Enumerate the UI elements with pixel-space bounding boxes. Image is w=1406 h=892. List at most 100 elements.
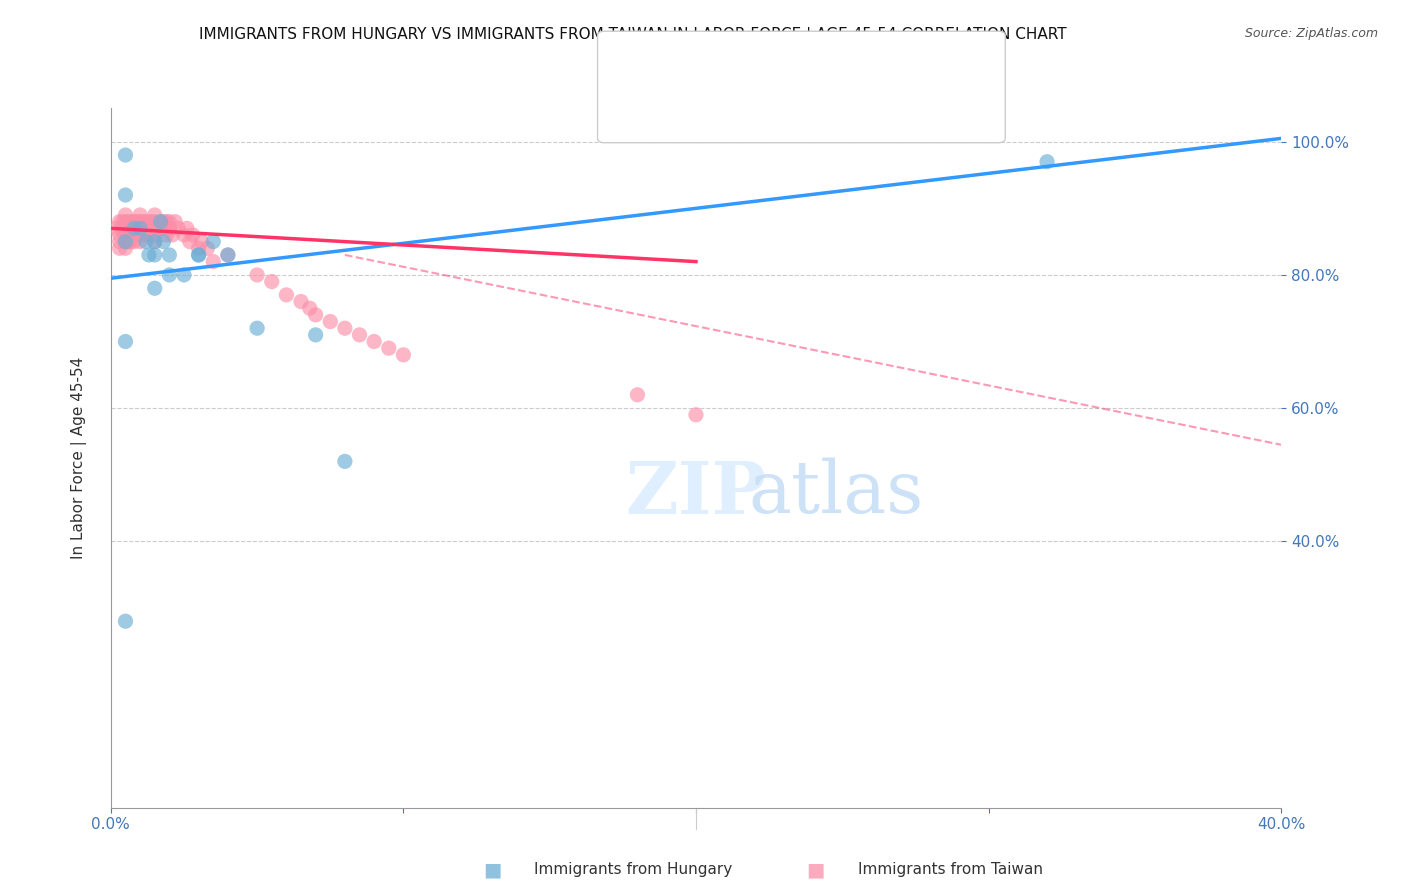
Point — [111, 221, 134, 235]
Text: N =: N = — [745, 42, 775, 56]
Point — [138, 248, 160, 262]
Point — [333, 454, 356, 468]
Point — [117, 235, 139, 249]
Point — [290, 294, 312, 309]
Point — [127, 227, 149, 242]
Point — [108, 241, 131, 255]
Point — [143, 248, 166, 262]
Point — [187, 241, 209, 255]
Text: ■: ■ — [482, 860, 502, 880]
Point — [129, 208, 152, 222]
Point — [114, 227, 136, 242]
Point — [122, 221, 145, 235]
Point — [319, 314, 342, 328]
Point — [117, 235, 139, 249]
Point — [135, 235, 157, 249]
Point — [304, 308, 326, 322]
Point — [114, 214, 136, 228]
Point — [143, 227, 166, 242]
Point — [122, 221, 145, 235]
Text: R =: R = — [626, 87, 654, 101]
Point — [152, 221, 174, 235]
Point — [114, 614, 136, 628]
Point — [173, 268, 195, 282]
Point — [197, 241, 219, 255]
Point — [114, 208, 136, 222]
Point — [114, 148, 136, 162]
Point — [165, 214, 187, 228]
Point — [127, 221, 149, 235]
Point — [143, 221, 166, 235]
Point — [155, 227, 177, 242]
Point — [120, 214, 142, 228]
Point — [143, 235, 166, 249]
Point — [187, 248, 209, 262]
Point — [167, 221, 190, 235]
Point — [132, 214, 155, 228]
Text: 0.199: 0.199 — [682, 42, 730, 56]
Point — [129, 221, 152, 235]
Point — [143, 235, 166, 249]
Point — [135, 214, 157, 228]
Point — [260, 275, 283, 289]
Point — [246, 268, 269, 282]
Point — [114, 221, 136, 235]
Point — [304, 327, 326, 342]
Point — [122, 227, 145, 242]
Point — [122, 221, 145, 235]
Point — [127, 214, 149, 228]
Point — [117, 221, 139, 235]
Point — [685, 408, 707, 422]
Point — [122, 235, 145, 249]
Point — [392, 348, 415, 362]
Text: ■: ■ — [806, 860, 825, 880]
Text: Source: ZipAtlas.com: Source: ZipAtlas.com — [1244, 27, 1378, 40]
Point — [187, 248, 209, 262]
Point — [333, 321, 356, 335]
Point — [149, 214, 172, 228]
Point — [146, 221, 169, 235]
Point — [122, 214, 145, 228]
Point — [181, 227, 204, 242]
Text: ■: ■ — [612, 83, 628, 101]
Point — [138, 227, 160, 242]
Point — [217, 248, 239, 262]
Point — [111, 214, 134, 228]
Text: ■: ■ — [612, 38, 628, 56]
Point — [157, 214, 180, 228]
Point — [157, 221, 180, 235]
Point — [1036, 154, 1059, 169]
Text: -0.544: -0.544 — [682, 87, 737, 101]
Point — [129, 221, 152, 235]
Point — [129, 221, 152, 235]
Text: 25: 25 — [794, 42, 815, 56]
Point — [114, 241, 136, 255]
Point — [138, 214, 160, 228]
Point — [108, 235, 131, 249]
Point — [117, 221, 139, 235]
Point — [349, 327, 371, 342]
Text: IMMIGRANTS FROM HUNGARY VS IMMIGRANTS FROM TAIWAN IN LABOR FORCE | AGE 45-54 COR: IMMIGRANTS FROM HUNGARY VS IMMIGRANTS FR… — [198, 27, 1067, 43]
Point — [149, 214, 172, 228]
Point — [117, 227, 139, 242]
Point — [155, 214, 177, 228]
Point — [176, 221, 198, 235]
Point — [173, 227, 195, 242]
Point — [157, 248, 180, 262]
Text: Immigrants from Hungary: Immigrants from Hungary — [534, 863, 733, 877]
Point — [143, 214, 166, 228]
Point — [138, 221, 160, 235]
Point — [114, 334, 136, 349]
Point — [120, 235, 142, 249]
Point — [217, 248, 239, 262]
Point — [378, 341, 401, 355]
Point — [276, 288, 298, 302]
Point — [202, 235, 225, 249]
Point — [108, 214, 131, 228]
Point — [135, 221, 157, 235]
Point — [141, 214, 163, 228]
Point — [129, 227, 152, 242]
Point — [129, 235, 152, 249]
Point — [135, 221, 157, 235]
Point — [143, 208, 166, 222]
